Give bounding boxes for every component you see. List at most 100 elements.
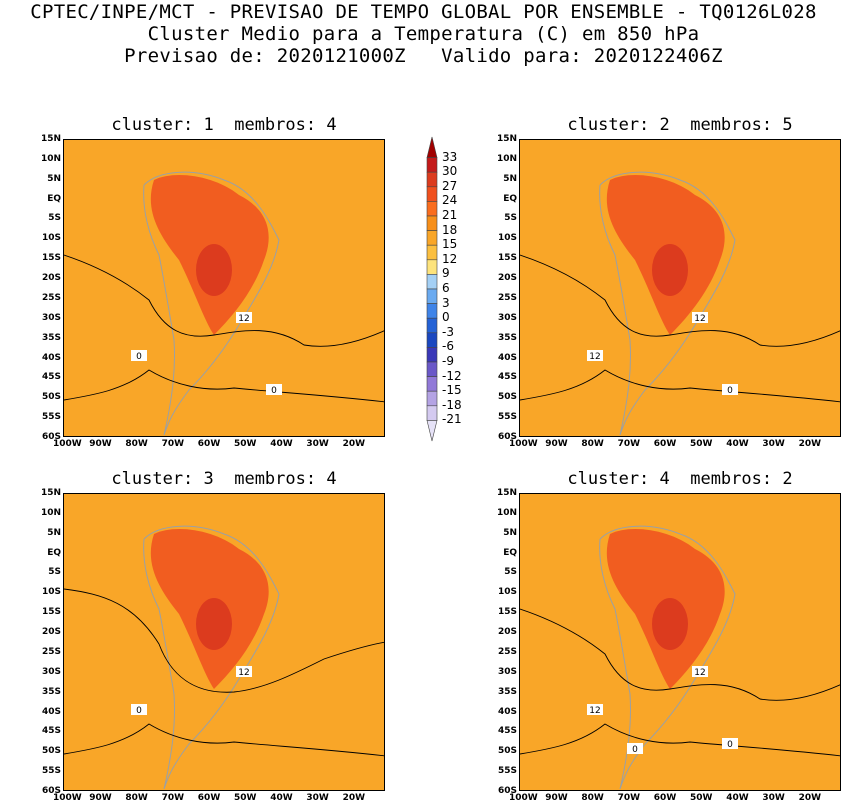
longitude-tick-label: 70W [617, 793, 641, 803]
latitude-tick-label: 15S [497, 253, 517, 264]
colorbar-tick-label: 24 [442, 193, 458, 208]
colorbar-swatch [426, 186, 438, 202]
isotherm-0 [520, 369, 840, 403]
coastline [143, 525, 280, 790]
latitude-tick-label: 40S [41, 352, 61, 363]
latitude-tick-label: 25S [41, 292, 61, 303]
panel-4-title: cluster: 4 membros: 2 [567, 469, 793, 489]
colorbar-swatch [426, 259, 438, 275]
contour-label-bg [266, 384, 282, 395]
contour-label-bg [236, 312, 252, 323]
latitude-tick-label: 20S [497, 627, 517, 638]
latitude-tick-label: 10S [41, 587, 61, 598]
longitude-tick-label: 100W [509, 439, 538, 449]
latitude-tick-label: 60S [497, 432, 517, 442]
contour-label: 12 [589, 706, 600, 716]
colorbar-tick-label: -15 [442, 383, 462, 398]
contour-label: 12 [589, 352, 600, 362]
longitude-tick-label: 50W [690, 793, 713, 803]
longitude-tick-label: 50W [690, 439, 713, 449]
latitude-tick-label: 10N [40, 507, 61, 518]
colorbar-tick-label: 15 [442, 237, 458, 252]
main-title: CPTEC/INPE/MCT - PREVISAO DE TEMPO GLOBA… [30, 1, 817, 23]
latitude-tick-label: 10N [40, 153, 61, 164]
colorbar-tick-label: -3 [442, 324, 454, 339]
coastline [143, 171, 280, 436]
colorbar-swatch [426, 405, 438, 421]
latitude-tick-label: 60S [41, 786, 61, 796]
latitude-tick-label: 50S [41, 746, 61, 757]
longitude-tick-label: 70W [161, 439, 185, 449]
latitude-tick-label: 15N [40, 488, 61, 498]
longitude-tick-label: 50W [234, 793, 257, 803]
colorbar-tick-label: 9 [442, 266, 450, 281]
latitude-tick-label: 55S [497, 766, 517, 777]
latitude-tick-label: 60S [497, 786, 517, 796]
longitude-tick-label: 20W [342, 439, 366, 449]
longitude-tick-label: 60W [197, 439, 221, 449]
latitude-tick-label: 50S [497, 746, 517, 757]
contour-label-bg [131, 704, 147, 715]
latitude-tick-label: 15S [41, 607, 61, 618]
latitude-tick-label: 5N [47, 527, 61, 538]
panel-2-title: cluster: 2 membros: 5 [567, 115, 793, 135]
colorbar-swatch [426, 347, 438, 363]
longitude-tick-label: 100W [53, 439, 82, 449]
colorbar-tick-label: 21 [442, 208, 458, 222]
latitude-tick-label: 30S [41, 666, 61, 677]
temperature-map-cluster-4: 12 12 0 0 [519, 493, 841, 791]
contour-label-bg [722, 384, 738, 395]
longitude-tick-label: 30W [762, 793, 785, 803]
hot-spot-region [196, 598, 232, 650]
colorbar-swatch [426, 332, 438, 348]
longitude-tick-label: 20W [798, 439, 822, 449]
latitude-tick-label: 30S [41, 312, 61, 323]
longitude-tick-label: 100W [53, 793, 82, 803]
latitude-tick-label: 20S [41, 273, 61, 284]
latitude-tick-label: 25S [497, 646, 517, 657]
latitude-tick-label: 25S [497, 292, 517, 303]
latitude-tick-label: 45S [497, 372, 517, 383]
contour-label: 0 [136, 706, 142, 716]
longitude-tick-label: 90W [89, 439, 112, 449]
coastline [599, 525, 736, 790]
latitude-tick-label: 10S [41, 233, 61, 244]
contour-label-bg [722, 738, 738, 749]
contour-label-bg [587, 704, 603, 715]
hot-spot-region [652, 598, 688, 650]
isotherm-0 [64, 723, 384, 757]
contour-label-bg [692, 312, 708, 323]
colorbar-swatch [426, 361, 438, 377]
latitude-tick-label: 5N [503, 527, 517, 538]
map-canvas: 12 0 0 [64, 140, 384, 436]
temperature-map-cluster-2: 12 12 0 [519, 139, 841, 437]
longitude-tick-label: 30W [762, 439, 785, 449]
colorbar-swatch [426, 244, 438, 261]
colorbar-swatch [426, 288, 438, 304]
isotherm-12 [520, 608, 840, 701]
forecast-dates: Previsao de: 2020121000Z Valido para: 20… [124, 45, 723, 67]
latitude-tick-label: 20S [497, 273, 517, 284]
longitude-tick-label: 90W [89, 793, 112, 803]
panel-3-title: cluster: 3 membros: 4 [111, 469, 337, 489]
latitude-tick-label: 35S [41, 686, 61, 697]
latitude-tick-label: 30S [497, 312, 517, 323]
latitude-tick-label: 45S [497, 726, 517, 737]
longitude-tick-label: 40W [726, 439, 749, 449]
latitude-tick-label: 35S [41, 332, 61, 343]
temperature-map-cluster-3: 12 0 [63, 493, 385, 791]
latitude-tick-label: 10N [496, 507, 517, 518]
colorbar-swatches [426, 136, 438, 442]
longitude-tick-label: 40W [726, 793, 749, 803]
latitude-tick-label: 30S [497, 666, 517, 677]
latitude-tick-label: 35S [497, 686, 517, 697]
longitude-tick-label: 80W [581, 793, 604, 803]
longitude-tick-label: 70W [161, 793, 185, 803]
colorbar-swatch [426, 303, 438, 319]
contour-label: 12 [238, 668, 249, 678]
longitude-tick-label: 40W [270, 793, 293, 803]
colorbar-tick-label: -18 [442, 397, 462, 412]
longitude-tick-label: 60W [197, 793, 221, 803]
latitude-tick-label: EQ [503, 193, 517, 204]
isotherm-0 [64, 369, 384, 403]
